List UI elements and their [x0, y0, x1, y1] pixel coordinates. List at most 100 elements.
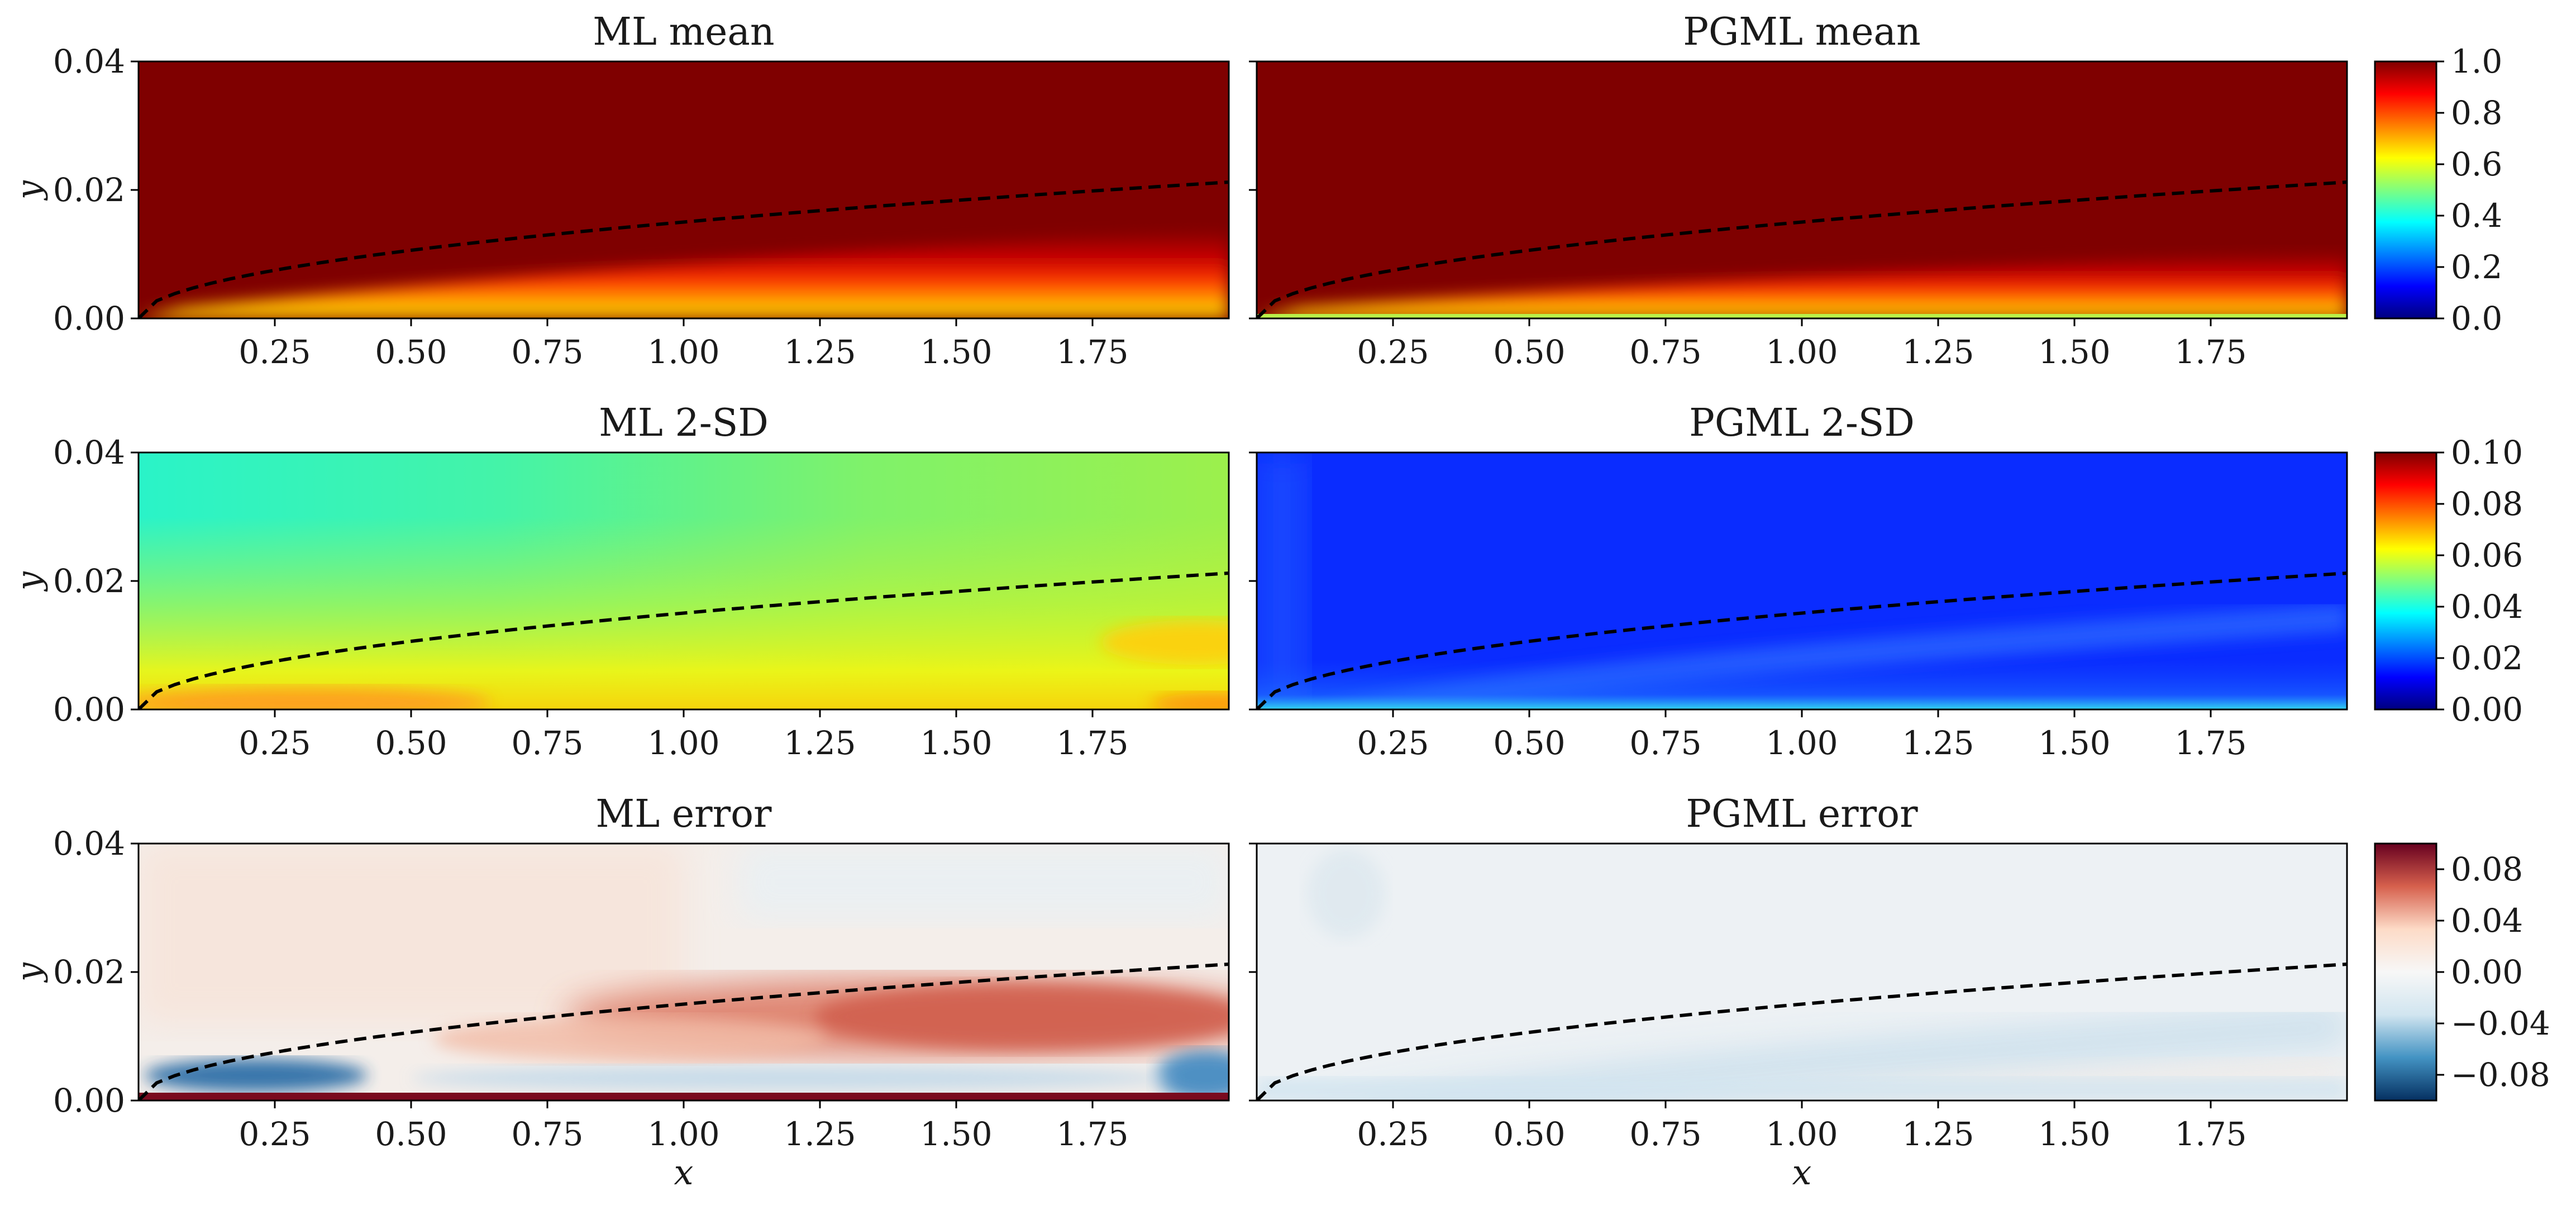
x-tick-label: 0.25	[238, 724, 311, 762]
heatmap-field	[1257, 61, 2347, 318]
y-tick-label: 0.02	[53, 953, 125, 991]
colorbar-tick-label: 1.0	[2451, 42, 2502, 80]
x-tick-label: 1.00	[647, 333, 719, 371]
colorbar-tick-label: −0.08	[2451, 1056, 2550, 1094]
x-tick-label: 1.50	[2038, 333, 2110, 371]
x-tick-label: 1.75	[1056, 333, 1128, 371]
heatmap-field	[1257, 844, 2347, 1101]
x-tick-label: 1.75	[1056, 1115, 1128, 1153]
panel-title: PGML 2-SD	[1689, 401, 1915, 445]
x-tick-label: 0.50	[1493, 724, 1565, 762]
x-tick-label: 1.00	[1766, 333, 1838, 371]
heatmap-field	[139, 452, 1229, 709]
x-tick-label: 1.75	[2174, 333, 2246, 371]
x-tick-label: 1.50	[2038, 1115, 2110, 1153]
x-tick-label: 0.75	[1629, 724, 1701, 762]
x-tick-label: 0.25	[1357, 1115, 1429, 1153]
x-tick-label: 1.00	[647, 724, 719, 762]
y-tick-label: 0.02	[53, 171, 125, 209]
colorbar-tick-label: 0.02	[2451, 639, 2523, 677]
x-tick-label: 1.50	[920, 1115, 992, 1153]
x-tick-label: 1.25	[1902, 1115, 1974, 1153]
x-tick-label: 1.25	[1902, 724, 1974, 762]
x-tick-label: 0.75	[511, 724, 583, 762]
x-tick-label: 0.50	[1493, 333, 1565, 371]
colorbar-tick-label: 0.4	[2451, 197, 2502, 235]
x-tick-label: 0.25	[238, 333, 311, 371]
panel-ml-error: ML error 0.25 0.50 0.75 1.00 1.25 1.50 1.75 0.00…	[9, 792, 1230, 1193]
x-tick-label: 1.25	[784, 724, 856, 762]
x-tick-label: 0.75	[511, 333, 583, 371]
panel-pgml-error: PGML error 0.25 0.50 0.75 1.00 1.25 1.50 1.75 x	[1249, 792, 2348, 1193]
panel-title: ML error	[595, 792, 772, 836]
y-axis-label: y	[9, 962, 49, 983]
colorbar-gradient	[2375, 61, 2436, 318]
colorbar-tick-label: 0.04	[2451, 588, 2523, 626]
panel-ml-mean: ML mean 0.25 0.50 0.75 1.00 1.25 1.50 1.75 0.00 0…	[9, 10, 1230, 371]
x-tick-label: 0.75	[511, 1115, 583, 1153]
x-tick-label: 0.50	[375, 724, 447, 762]
x-tick-label: 1.50	[2038, 724, 2110, 762]
y-tick-label: 0.00	[53, 1082, 125, 1120]
x-axis-label: x	[674, 1152, 694, 1193]
x-tick-label: 1.00	[1766, 724, 1838, 762]
x-tick-label: 1.25	[784, 1115, 856, 1153]
panel-title: ML mean	[593, 10, 774, 54]
x-tick-label: 1.75	[2174, 1115, 2246, 1153]
panel-ml-2sd: ML 2-SD 0.25 0.50 0.75 1.00 1.25 1.50 1.75 0.00 0…	[9, 401, 1230, 762]
boundary-layer-curve	[139, 963, 1229, 1101]
x-tick-label: 0.50	[1493, 1115, 1565, 1153]
panel-title: ML 2-SD	[599, 401, 769, 445]
colorbar-tick-label: 0.0	[2451, 299, 2502, 337]
colorbar-error: −0.08 −0.04 0.00 0.04 0.08	[2374, 842, 2550, 1102]
colorbar-tick-label: 0.8	[2451, 94, 2502, 132]
colorbar-mean: 0.0 0.2 0.4 0.6 0.8 1.0	[2374, 42, 2502, 337]
colorbar-tick-label: 0.08	[2451, 850, 2523, 888]
x-tick-label: 1.50	[920, 333, 992, 371]
colorbar-tick-label: 0.6	[2451, 145, 2502, 183]
x-tick-label: 1.50	[920, 724, 992, 762]
x-tick-label: 0.25	[238, 1115, 311, 1153]
boundary-layer-curve	[1257, 963, 2347, 1101]
x-tick-label: 0.50	[375, 333, 447, 371]
x-tick-label: 1.25	[784, 333, 856, 371]
y-tick-label: 0.00	[53, 299, 125, 337]
y-tick-label: 0.04	[53, 42, 125, 80]
colorbar-frame	[2374, 60, 2437, 320]
colorbar-tick-label: 0.08	[2451, 485, 2523, 523]
y-axis-label: y	[9, 571, 49, 592]
panel-pgml-2sd: PGML 2-SD 0.25 0.50 0.75 1.00 1.25 1.50 1.75	[1249, 401, 2348, 762]
x-tick-label: 0.75	[1629, 333, 1701, 371]
colorbar-tick-label: 0.00	[2451, 953, 2523, 991]
colorbar-tick-label: 0.04	[2451, 902, 2523, 940]
colorbar-tick-label: 0.2	[2451, 248, 2502, 286]
heatmap-field	[1257, 452, 2347, 709]
y-tick-label: 0.04	[53, 433, 125, 471]
x-tick-label: 1.00	[1766, 1115, 1838, 1153]
x-tick-label: 0.25	[1357, 724, 1429, 762]
boundary-layer-curve	[139, 180, 1229, 318]
x-tick-label: 1.00	[647, 1115, 719, 1153]
colorbar-tick-label: 0.10	[2451, 433, 2523, 471]
x-tick-label: 1.75	[2174, 724, 2246, 762]
boundary-layer-curve	[1257, 571, 2347, 709]
colorbar-2sd: 0.00 0.02 0.04 0.06 0.08 0.10	[2374, 433, 2523, 728]
y-axis-label: y	[9, 180, 49, 201]
colorbar-tick-label: 0.00	[2451, 690, 2523, 728]
heatmap-field	[139, 844, 1229, 1101]
colorbar-tick-label: −0.04	[2451, 1004, 2550, 1042]
x-axis-label: x	[1792, 1152, 1812, 1193]
colorbar-frame	[2374, 451, 2437, 711]
panel-title: PGML mean	[1683, 10, 1921, 54]
panel-pgml-mean: PGML mean 0.25 0.50 0.75 1.00 1.25 1.50 1.75	[1249, 10, 2348, 371]
colorbar-tick-label: 0.06	[2451, 536, 2523, 574]
y-tick-label: 0.04	[53, 825, 125, 863]
panel-title: PGML error	[1686, 792, 1918, 836]
y-tick-label: 0.00	[53, 690, 125, 728]
colorbar-gradient	[2375, 452, 2436, 709]
x-tick-label: 1.25	[1902, 333, 1974, 371]
x-tick-label: 0.75	[1629, 1115, 1701, 1153]
boundary-layer-curve	[1257, 180, 2347, 318]
colorbar-gradient	[2375, 844, 2436, 1101]
